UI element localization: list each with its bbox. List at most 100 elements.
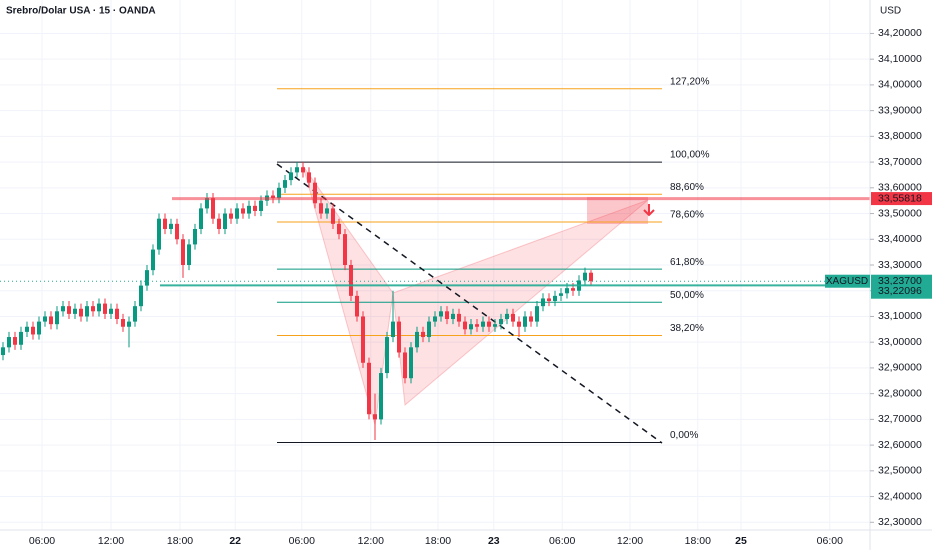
candle-body — [85, 306, 89, 317]
x-tick-label: 12:00 — [617, 535, 643, 547]
candle-body — [145, 270, 149, 286]
candle-body — [109, 308, 113, 314]
candle-body — [523, 316, 527, 327]
y-tick-label: 33,80000 — [878, 130, 922, 142]
candle-body — [565, 288, 569, 294]
candle-body — [55, 311, 59, 325]
candle-body — [451, 313, 455, 320]
fib-label: 88,60% — [670, 182, 704, 193]
candle-body — [325, 208, 329, 214]
candle-body — [25, 326, 29, 332]
candle-body — [547, 298, 551, 302]
candle-body — [373, 414, 377, 420]
target-zone — [587, 197, 648, 224]
candle-body — [31, 326, 35, 335]
candle-body — [427, 321, 431, 338]
candle-body — [307, 172, 311, 183]
y-tick-label: 32,50000 — [878, 465, 922, 477]
y-tick-label: 33,70000 — [878, 156, 922, 168]
x-tick-label: 18:00 — [685, 535, 711, 547]
candle-body — [439, 311, 443, 317]
candle-body — [331, 208, 335, 224]
candle-body — [229, 213, 233, 219]
candle-body — [223, 213, 227, 229]
y-tick-label: 33,10000 — [878, 310, 922, 322]
pattern-triangle — [302, 165, 394, 426]
candle-body — [301, 167, 305, 173]
y-tick-label: 32,90000 — [878, 362, 922, 374]
candle-body — [7, 337, 11, 348]
price-lines — [0, 197, 870, 287]
candle-body — [421, 331, 425, 338]
candle-body — [319, 203, 323, 214]
candle-body — [445, 311, 449, 320]
candle-body — [1, 347, 5, 356]
candle-body — [415, 331, 419, 348]
candle-body — [259, 200, 263, 211]
candle-body — [349, 265, 353, 296]
candle-body — [79, 308, 83, 317]
candle-body — [127, 321, 131, 327]
candle-body — [91, 306, 95, 312]
candle-body — [163, 218, 167, 229]
trend-line — [276, 163, 663, 444]
x-tick-label: 12:00 — [98, 535, 124, 547]
candle-body — [139, 285, 143, 307]
candle-body — [175, 223, 179, 240]
chart-title: Srebro/Dolar USA · 15 · OANDA — [6, 6, 156, 17]
candle-body — [199, 208, 203, 229]
candle-body — [355, 295, 359, 317]
y-tick-label: 34,20000 — [878, 27, 922, 39]
candle-body — [571, 288, 575, 291]
candle-body — [187, 244, 191, 265]
down-arrow — [643, 204, 655, 217]
candle-body — [13, 337, 17, 345]
candle-body — [169, 223, 173, 229]
price-tag-label: 33,23700 — [878, 275, 922, 287]
candle-body — [67, 306, 71, 314]
candle-body — [337, 223, 341, 235]
x-tick-label: 18:00 — [167, 535, 193, 547]
candle-body — [403, 352, 407, 379]
price-tag — [871, 192, 932, 206]
currency-label: USD — [880, 6, 901, 17]
candle-body — [19, 331, 23, 345]
candle-body — [97, 303, 101, 312]
x-tick-label: 06:00 — [549, 535, 575, 547]
candle-body — [289, 172, 293, 181]
y-tick-label: 34,10000 — [878, 53, 922, 65]
symbol-label: XAGUSD — [826, 276, 868, 287]
candle-body — [583, 272, 587, 281]
x-tick-label: 06:00 — [29, 535, 55, 547]
candle-body — [295, 167, 299, 173]
candle-body — [469, 324, 473, 330]
candle-body — [499, 319, 503, 325]
candle-body — [481, 321, 485, 327]
fib-label: 100,00% — [670, 150, 710, 161]
candle-body — [253, 205, 257, 211]
candle-body — [43, 316, 47, 322]
candle-body — [541, 298, 545, 307]
candle-body — [217, 218, 221, 229]
candle-body — [271, 195, 275, 199]
candle-body — [397, 321, 401, 353]
y-tick-label: 32,60000 — [878, 439, 922, 451]
y-tick-label: 33,00000 — [878, 336, 922, 348]
candle-body — [157, 218, 161, 250]
candle-body — [505, 313, 509, 320]
candle-body — [133, 306, 137, 322]
candle-body — [235, 208, 239, 219]
candle-body — [535, 306, 539, 322]
candle-body — [379, 373, 383, 420]
axes: 34,20000 34,10000 34,00000 33,90000 33,80000… — [29, 27, 932, 547]
candle-body — [115, 308, 119, 320]
candle-body — [343, 234, 347, 265]
candle-body — [553, 295, 557, 302]
fib-label: 78,60% — [670, 210, 704, 221]
candle-body — [205, 198, 209, 209]
y-tick-label: 33,90000 — [878, 104, 922, 116]
x-tick-label: 25 — [735, 535, 747, 547]
fib-label: 38,20% — [670, 323, 704, 334]
y-tick-label: 32,40000 — [878, 490, 922, 502]
